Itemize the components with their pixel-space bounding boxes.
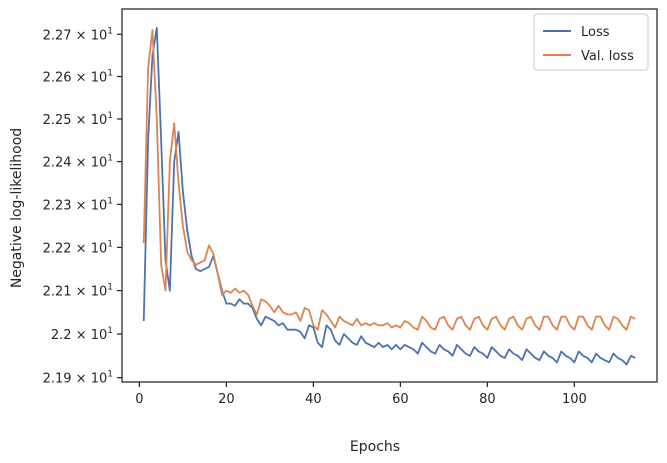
y-tick-label: 2.27 × 101 xyxy=(43,26,113,43)
y-tick-label: 2.23 × 101 xyxy=(43,196,113,213)
x-tick-label: 20 xyxy=(218,392,235,407)
x-axis-ticks: 0 20 40 60 80 100 xyxy=(135,382,587,407)
y-tick-label: 2.22 × 101 xyxy=(43,239,113,256)
legend-entry-val-loss: Val. loss xyxy=(581,49,634,64)
x-axis-label: Epochs xyxy=(350,439,400,455)
y-tick-label: 2.19 × 101 xyxy=(43,370,113,387)
legend-entry-loss: Loss xyxy=(581,25,610,40)
y-axis-ticks: 2.19 × 101 2.2 × 101 2.21 × 101 2.22 × 101 2… xyxy=(43,26,122,387)
y-tick-label: 2.2 × 101 xyxy=(51,326,113,343)
x-tick-label: 60 xyxy=(392,392,409,407)
x-tick-label: 100 xyxy=(562,392,587,407)
series-line-val-loss xyxy=(142,29,636,331)
x-tick-label: 80 xyxy=(479,392,496,407)
series-lines xyxy=(142,27,636,366)
y-tick-label: 2.24 × 101 xyxy=(43,154,113,171)
legend: Loss Val. loss xyxy=(533,13,649,71)
y-tick-label: 2.26 × 101 xyxy=(43,69,113,86)
plot-frame xyxy=(121,8,658,383)
x-tick-label: 0 xyxy=(135,392,143,407)
x-tick-label: 40 xyxy=(305,392,322,407)
y-tick-label: 2.25 × 101 xyxy=(43,111,113,128)
series-line-loss xyxy=(142,27,636,366)
y-axis-label: Negative log-likelihood xyxy=(9,128,25,288)
y-tick-label: 2.21 × 101 xyxy=(43,283,113,300)
